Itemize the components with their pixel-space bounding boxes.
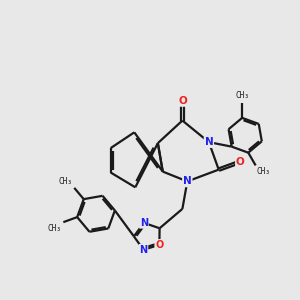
Text: O: O — [236, 157, 245, 167]
Text: O: O — [155, 240, 164, 250]
Text: O: O — [178, 96, 187, 106]
Text: N: N — [205, 137, 213, 147]
Text: N: N — [140, 245, 148, 255]
Text: CH₃: CH₃ — [235, 91, 249, 100]
Text: CH₃: CH₃ — [48, 224, 62, 232]
Text: CH₃: CH₃ — [256, 167, 270, 176]
Text: N: N — [140, 218, 148, 228]
Text: CH₃: CH₃ — [59, 176, 73, 185]
Text: N: N — [183, 176, 192, 186]
